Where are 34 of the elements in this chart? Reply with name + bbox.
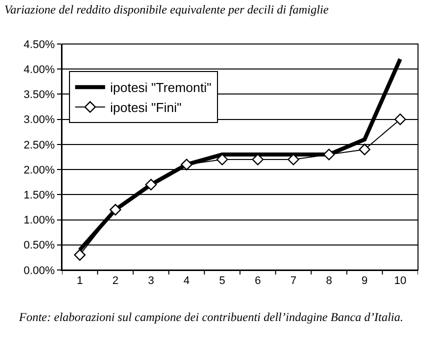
point [323, 148, 335, 160]
point [180, 158, 192, 170]
y-tick-label: 3.50% [24, 89, 56, 102]
legend-label: ipotesi "Fini" [110, 100, 182, 116]
chart-title: Variazione del reddito disponibile equivalente per decili di famiglie [4, 2, 330, 16]
x-tick-label: 2 [112, 275, 118, 288]
y-tick-label: 1.00% [24, 214, 56, 227]
y-tick-label: 3.00% [24, 114, 56, 126]
y-tick-label: 4.00% [24, 64, 56, 76]
point [145, 178, 157, 190]
x-tick-label: 7 [290, 275, 296, 288]
x-tick-label: 3 [148, 275, 154, 288]
y-tick-label: 4.50% [24, 38, 56, 51]
x-tick-label: 9 [362, 275, 368, 288]
y-tick-label: 1.50% [24, 190, 56, 202]
y-tick-label: 0.00% [24, 264, 56, 277]
point [288, 154, 300, 166]
x-tick-label: 6 [254, 275, 261, 288]
point [252, 154, 264, 166]
point [74, 249, 86, 261]
point [110, 204, 122, 216]
x-tick-label: 5 [219, 275, 226, 288]
y-tick-label: 2.50% [24, 139, 56, 152]
point [216, 154, 228, 166]
point [358, 144, 370, 156]
x-tick-label: 10 [394, 275, 406, 288]
y-tick-label: 0.50% [24, 240, 56, 252]
source-note: Fonte: elaborazioni sul campione dei contribuenti dell’indagine Banca d’Italia. [18, 310, 404, 324]
point [394, 114, 406, 126]
x-tick-label: 8 [326, 275, 332, 288]
x-tick-label: 1 [76, 275, 83, 288]
y-tick-label: 2.00% [24, 164, 56, 176]
x-tick-label: 4 [184, 275, 190, 288]
legend-label: ipotesi "Tremonti" [110, 80, 212, 96]
